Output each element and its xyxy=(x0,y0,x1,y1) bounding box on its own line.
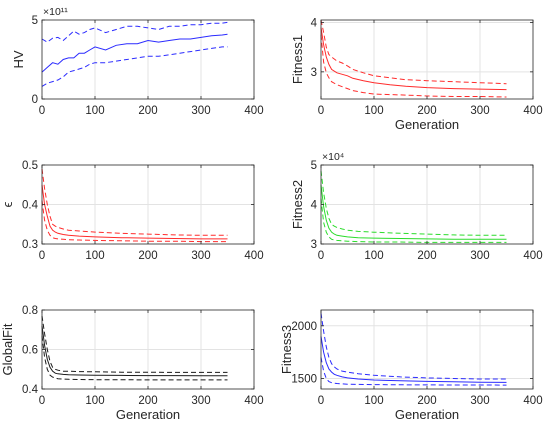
x-tick-label: 400 xyxy=(244,395,263,407)
x-axis-label: Generation xyxy=(116,407,180,422)
mean-line-2 xyxy=(320,184,507,240)
x-tick-label: 100 xyxy=(85,395,104,407)
y-tick-label: 1500 xyxy=(291,373,317,385)
subplot-1: 0 100 200 300 400 0 5 ×10¹¹ HV xyxy=(11,6,264,117)
x-tick-label: 300 xyxy=(470,105,489,117)
x-tick-label: 0 xyxy=(39,395,45,407)
subplot-3: 0 100 200 300 400 0.3 0.4 0.5 ϵ xyxy=(0,160,264,262)
x-tick-label: 0 xyxy=(318,395,324,407)
mean-line-2 xyxy=(320,336,507,383)
y-tick-label: 0.8 xyxy=(22,305,38,317)
y-tick-label: 3 xyxy=(311,239,317,251)
y-tick-label: 0.6 xyxy=(22,345,38,357)
y-tick-label: 0 xyxy=(32,94,38,106)
y-tick-label: 0.4 xyxy=(22,200,39,212)
x-tick-label: 300 xyxy=(470,395,489,407)
mean-line-2 xyxy=(41,184,228,240)
x-tick-label: 200 xyxy=(138,250,157,262)
x-tick-label: 400 xyxy=(244,250,263,262)
bound-line-1 xyxy=(320,170,507,236)
y-axis-label: Fitness3 xyxy=(279,325,294,374)
x-tick-label: 100 xyxy=(364,395,383,407)
bound-line-1 xyxy=(41,315,228,373)
bound-line-1 xyxy=(41,168,228,236)
y-axis-label: ϵ xyxy=(0,201,15,207)
bound-line-3 xyxy=(41,335,228,381)
x-tick-label: 400 xyxy=(244,105,263,117)
x-tick-label: 200 xyxy=(417,395,436,407)
mean-line-2 xyxy=(41,33,228,73)
y-axis-label: Fitness2 xyxy=(290,180,305,229)
subplot-4: 0 100 200 300 400 3 4 5 ×10⁴ Fitness2 xyxy=(290,151,543,262)
y-tick-label: 5 xyxy=(311,160,317,172)
x-tick-label: 0 xyxy=(39,250,45,262)
y-tick-label: 5 xyxy=(32,15,38,27)
x-tick-label: 100 xyxy=(364,250,383,262)
x-tick-label: 200 xyxy=(138,105,157,117)
x-tick-label: 0 xyxy=(39,105,45,117)
bound-line-3 xyxy=(320,357,507,386)
y-tick-label: 4 xyxy=(311,17,318,29)
subplot-2: 0 100 200 300 400 3 4 Fitness1 Generation xyxy=(290,17,543,132)
bound-line-3 xyxy=(41,200,228,243)
mean-line-2 xyxy=(41,325,228,377)
x-tick-label: 200 xyxy=(417,250,436,262)
bound-line-3 xyxy=(41,46,228,87)
y-tick-label: 2000 xyxy=(291,321,317,333)
y-tick-label: 3 xyxy=(311,67,317,79)
exponent-label: ×10⁴ xyxy=(322,151,344,163)
x-tick-label: 300 xyxy=(191,105,210,117)
x-tick-label: 200 xyxy=(138,395,157,407)
bound-line-3 xyxy=(320,198,507,243)
x-tick-label: 400 xyxy=(523,395,542,407)
y-axis-label: Fitness1 xyxy=(290,35,305,84)
x-axis-label: Generation xyxy=(395,407,459,422)
y-tick-label: 0.3 xyxy=(22,239,38,251)
x-tick-label: 100 xyxy=(364,105,383,117)
mean-line-2 xyxy=(320,27,507,91)
y-tick-label: 4 xyxy=(311,200,318,212)
bound-line-1 xyxy=(320,19,507,85)
x-tick-label: 400 xyxy=(523,250,542,262)
x-tick-label: 0 xyxy=(318,250,324,262)
x-tick-label: 200 xyxy=(417,105,436,117)
bound-line-3 xyxy=(320,34,507,98)
x-tick-label: 100 xyxy=(85,105,104,117)
x-axis-label: Generation xyxy=(395,117,459,132)
bound-line-1 xyxy=(320,313,507,380)
x-tick-label: 300 xyxy=(191,250,210,262)
y-axis-label: HV xyxy=(11,50,26,68)
x-tick-label: 300 xyxy=(191,395,210,407)
y-axis-label: GlobalFit xyxy=(0,323,15,375)
exponent-label: ×10¹¹ xyxy=(43,6,68,18)
subplot-5: 0 100 200 300 400 0.4 0.6 0.8 GlobalFit Generatio… xyxy=(0,305,264,422)
x-tick-label: 0 xyxy=(318,105,324,117)
y-tick-label: 0.5 xyxy=(22,160,38,172)
bound-line-1 xyxy=(41,21,228,43)
x-tick-label: 100 xyxy=(85,250,104,262)
x-tick-label: 400 xyxy=(523,105,542,117)
x-tick-label: 300 xyxy=(470,250,489,262)
y-tick-label: 0.4 xyxy=(22,384,39,396)
